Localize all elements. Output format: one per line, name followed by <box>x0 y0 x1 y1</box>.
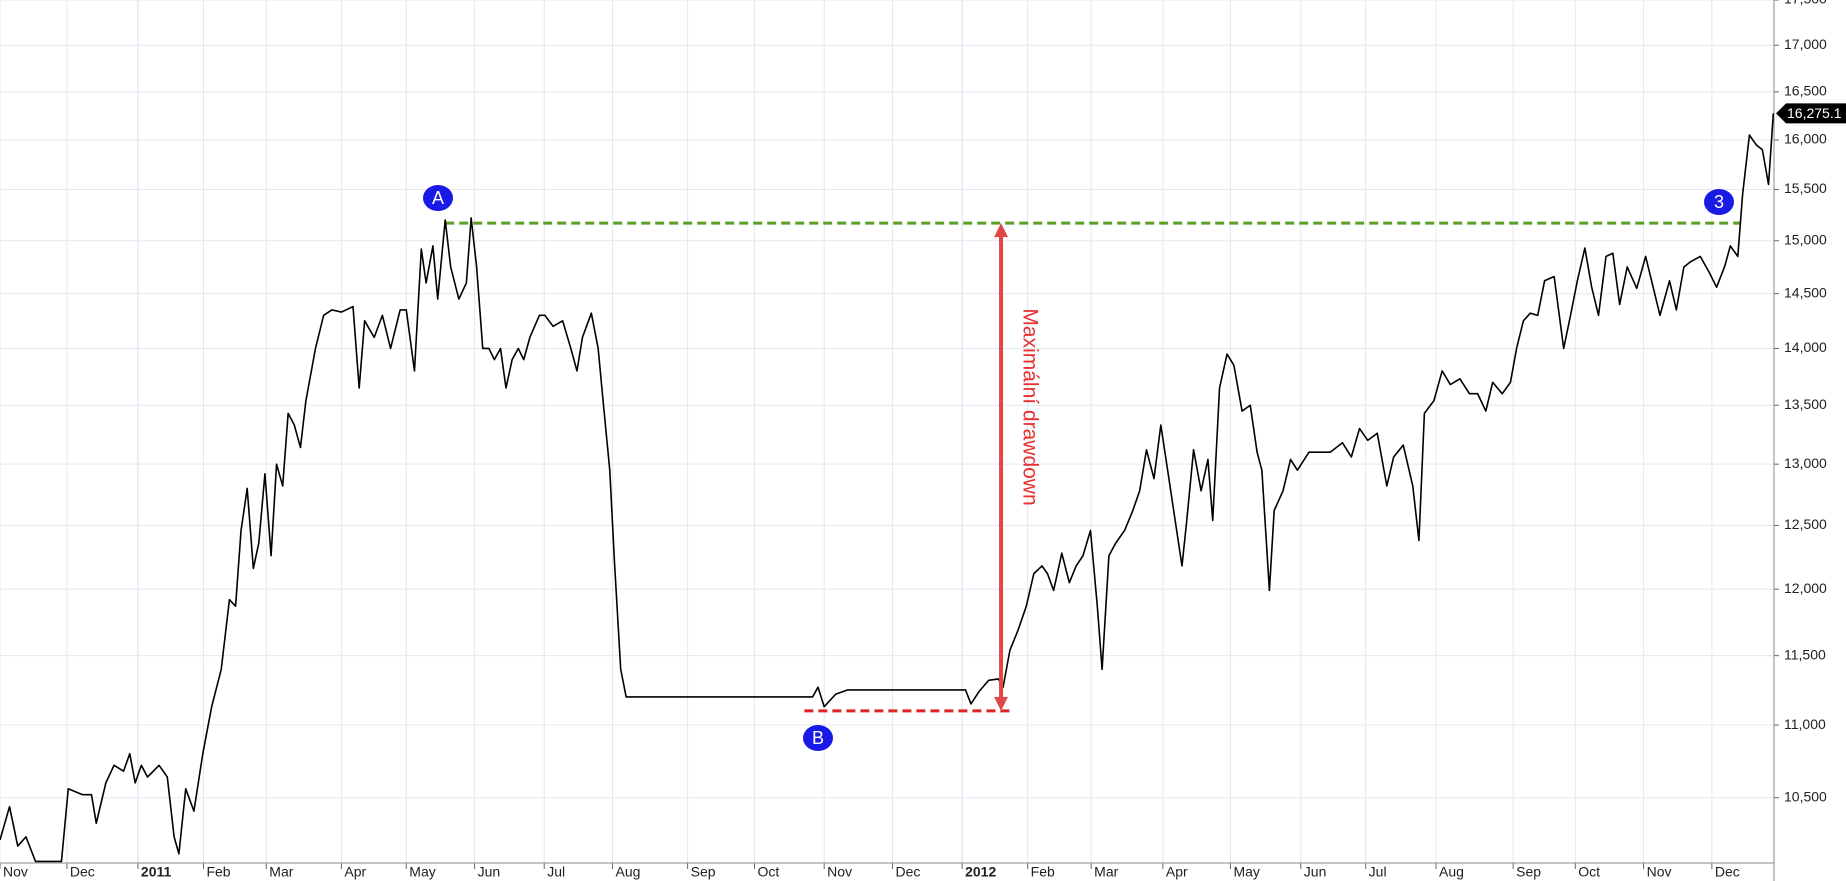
y-tick-label: 10,500 <box>1784 788 1827 804</box>
y-tick-label: 15,000 <box>1784 231 1827 247</box>
x-tick-label: Nov <box>3 864 28 880</box>
drawdown-label: Maximální drawdown <box>1018 308 1041 505</box>
x-tick-label: Apr <box>1166 864 1188 880</box>
y-tick-label: 14,500 <box>1784 284 1827 300</box>
y-tick-label: 14,000 <box>1784 339 1827 355</box>
x-tick-label: Aug <box>1439 864 1464 880</box>
x-tick-label: Jul <box>1369 864 1387 880</box>
recovery-marker-circle <box>1704 189 1734 215</box>
x-tick-label: Oct <box>1578 864 1600 880</box>
trough-marker: B <box>812 728 824 748</box>
x-tick-label: Jun <box>478 864 501 880</box>
x-tick-label: May <box>409 864 435 880</box>
x-tick-label: Jul <box>547 864 565 880</box>
x-tick-label: Aug <box>616 864 641 880</box>
last-value-tag <box>1776 103 1846 124</box>
x-tick-label: Apr <box>344 864 366 880</box>
y-tick-label: 17,000 <box>1784 36 1827 52</box>
x-tick-label: Nov <box>1647 864 1672 880</box>
peak-marker-circle <box>423 185 453 211</box>
x-tick-label: Mar <box>1094 864 1118 880</box>
y-tick-label: 12,500 <box>1784 516 1827 532</box>
y-tick-label: 13,000 <box>1784 455 1827 471</box>
arrow-head <box>994 696 1009 711</box>
x-tick-label: 2012 <box>965 864 996 880</box>
arrow-head <box>994 223 1009 238</box>
x-tick-label: Mar <box>269 864 293 880</box>
y-tick-label: 13,500 <box>1784 396 1827 412</box>
last-value-label: 16,275.1 <box>1787 105 1842 121</box>
y-tick-label: 17,500 <box>1784 0 1827 7</box>
x-tick-label: May <box>1233 864 1259 880</box>
trough-marker-circle <box>803 725 833 751</box>
x-tick-label: Dec <box>70 864 95 880</box>
x-tick-label: Sep <box>1516 864 1541 880</box>
y-tick-label: 12,000 <box>1784 580 1827 596</box>
x-tick-label: Feb <box>206 864 230 880</box>
x-tick-label: Feb <box>1031 864 1055 880</box>
y-tick-label: 11,000 <box>1784 716 1826 732</box>
x-tick-label: Dec <box>1715 864 1740 880</box>
y-tick-label: 15,500 <box>1784 180 1827 196</box>
x-tick-label: Oct <box>758 864 780 880</box>
x-tick-label: 2011 <box>141 864 172 880</box>
x-tick-label: Nov <box>827 864 852 880</box>
x-tick-label: Sep <box>691 864 716 880</box>
y-tick-label: 16,000 <box>1784 131 1827 147</box>
y-tick-label: 16,500 <box>1784 83 1827 99</box>
x-tick-label: Jun <box>1304 864 1327 880</box>
x-tick-label: Dec <box>895 864 920 880</box>
y-tick-label: 11,500 <box>1784 646 1826 662</box>
peak-marker: A <box>432 188 444 208</box>
recovery-marker: 3 <box>1714 192 1724 212</box>
